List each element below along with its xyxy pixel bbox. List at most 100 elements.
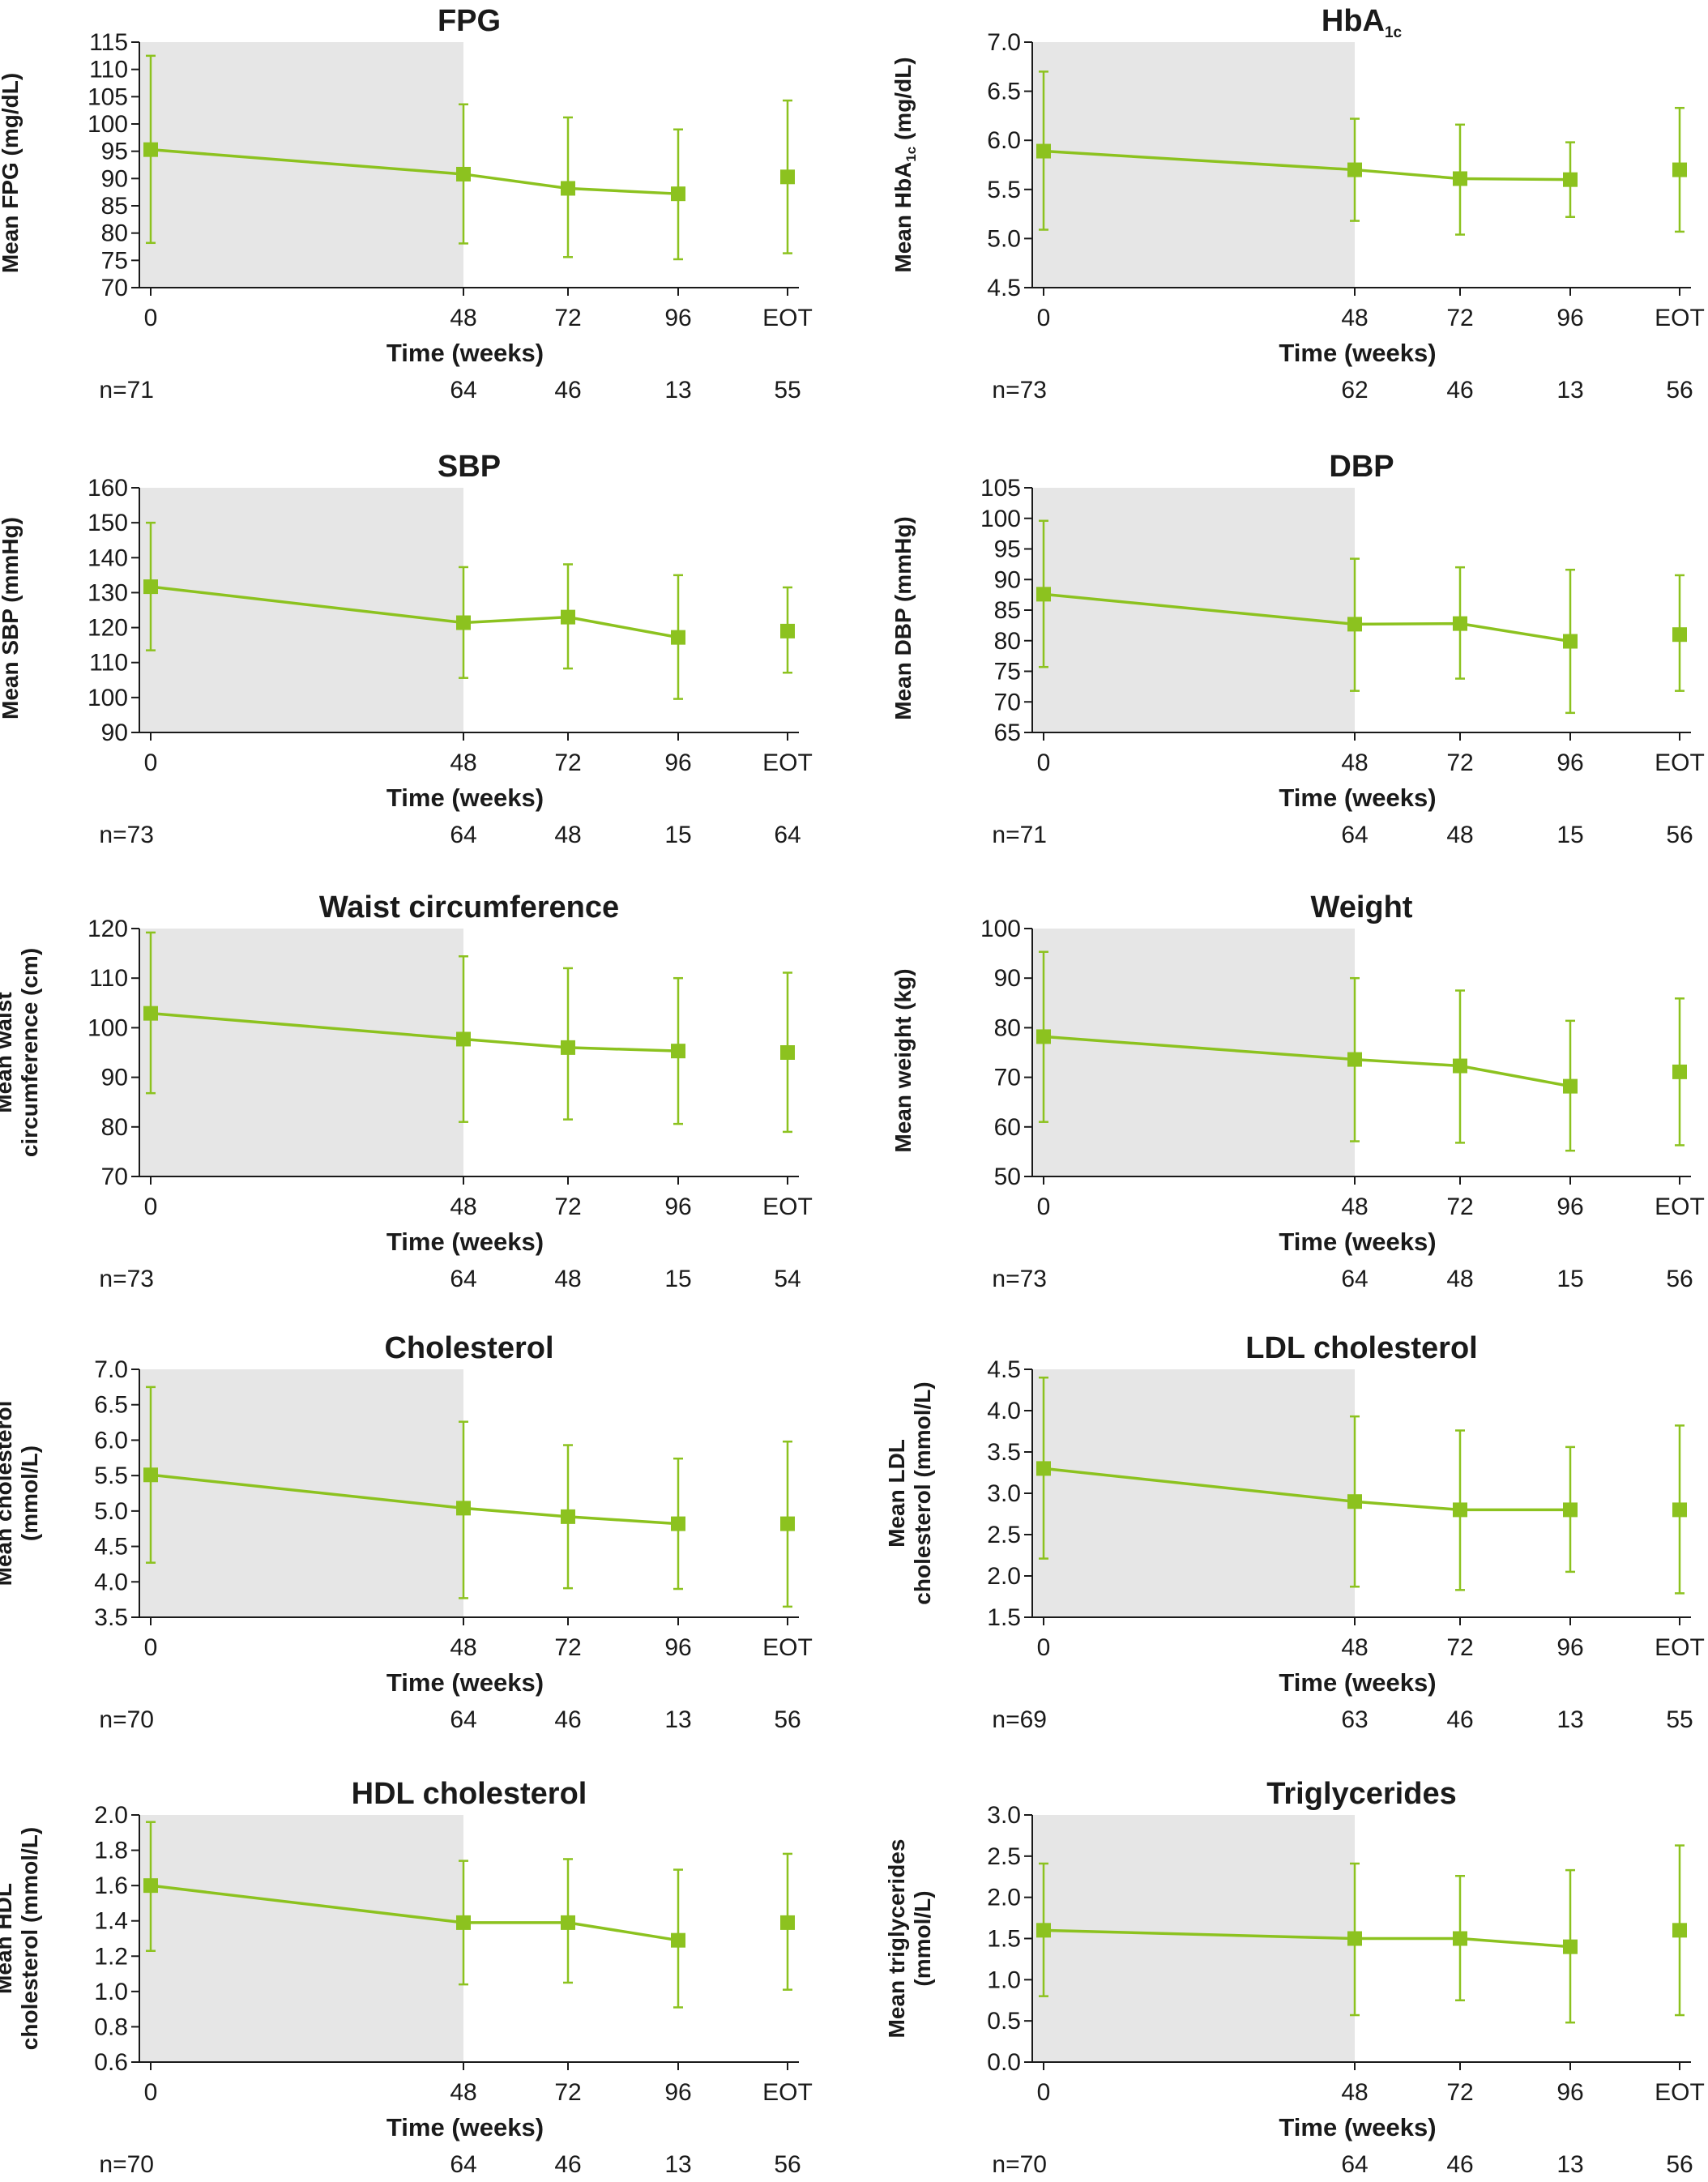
data-point — [671, 1044, 685, 1059]
sample-size-label: 62 — [1341, 377, 1368, 404]
series-line — [150, 1011, 679, 1053]
data-point — [561, 1509, 575, 1524]
x-axis-label: Time (weeks) — [1279, 784, 1436, 812]
y-tick-label: 120 — [88, 615, 128, 642]
x-tick-label: EOT — [1655, 305, 1705, 331]
x-tick-label: 96 — [1556, 305, 1583, 331]
x-tick-label: 0 — [144, 2079, 158, 2106]
y-tick-label: 0.8 — [94, 2013, 128, 2040]
shaded-period — [140, 42, 463, 288]
y-tick-label: 2.5 — [987, 1843, 1021, 1870]
sample-size-label: 48 — [1446, 822, 1473, 848]
sample-size-label: 56 — [1666, 822, 1693, 848]
sample-size-label: 64 — [1341, 2151, 1368, 2178]
x-tick-label: EOT — [762, 749, 813, 776]
data-point — [780, 1915, 795, 1930]
sample-size-label: 56 — [1666, 1266, 1693, 1292]
series-line — [1043, 592, 1571, 643]
shaded-period — [1033, 488, 1355, 732]
x-tick-label: 0 — [1037, 2079, 1051, 2106]
sample-size-label: 64 — [774, 822, 801, 848]
y-tick-label: 6.5 — [94, 1392, 128, 1419]
sample-size-label: 64 — [450, 1706, 476, 1733]
data-point — [1672, 162, 1687, 177]
chart-title: Cholesterol — [384, 1331, 553, 1365]
x-tick-label: 48 — [1341, 2079, 1368, 2106]
data-point — [1563, 1078, 1578, 1094]
x-axis-label: Time (weeks) — [1279, 1228, 1436, 1256]
sample-size-label: 15 — [664, 822, 691, 848]
y-axis-label: Mean HbA1c (mg/dL) — [890, 57, 919, 272]
x-axis-label: Time (weeks) — [1279, 2113, 1436, 2141]
y-tick-label: 2.5 — [987, 1522, 1021, 1548]
x-tick-label: EOT — [762, 1634, 813, 1661]
chart-panel: LDL cholesterol 1.5 2.0 2.5 3.0 3.5 4.0 4.5 0 n=6… — [884, 1331, 1705, 1733]
data-point — [1347, 1052, 1362, 1067]
y-tick-label: 100 — [88, 685, 128, 711]
y-tick-label: 1.5 — [987, 1926, 1021, 1953]
sample-size-label: 13 — [1556, 377, 1583, 404]
sample-size-label: n=71 — [99, 377, 154, 404]
x-tick-label: 72 — [1446, 749, 1473, 776]
series-line — [1043, 1035, 1571, 1088]
data-point — [1453, 1058, 1467, 1074]
x-axis-label: Time (weeks) — [386, 1228, 544, 1256]
data-point — [456, 1501, 471, 1516]
sample-size-label: 54 — [774, 1266, 801, 1292]
x-tick-label: 0 — [1037, 749, 1051, 776]
series-line — [150, 585, 679, 639]
y-axis-label: Mean HDLcholesterol (mmol/L) — [0, 1827, 42, 2050]
chart-panel: DBP 65 70 75 80 85 90 95 100 105 0 n=71 48 64 72 48 96 15… — [890, 450, 1705, 848]
y-tick-label: 6.0 — [94, 1427, 128, 1454]
y-tick-label: 90 — [994, 965, 1021, 992]
y-tick-label: 90 — [994, 566, 1021, 593]
sample-size-label: 48 — [1446, 1266, 1473, 1292]
data-point — [1036, 143, 1051, 159]
y-tick-label: 4.5 — [987, 275, 1021, 301]
sample-size-label: 64 — [450, 1266, 476, 1292]
sample-size-label: 46 — [1446, 2151, 1473, 2178]
y-tick-label: 140 — [88, 544, 128, 571]
data-point — [671, 186, 685, 202]
y-tick-label: 5.5 — [987, 177, 1021, 203]
data-point — [456, 166, 471, 181]
y-tick-label: 3.0 — [987, 1802, 1021, 1829]
x-tick-label: 72 — [1446, 1634, 1473, 1661]
y-axis-label: Mean FPG (mg/dL) — [0, 73, 23, 273]
y-tick-label: 70 — [101, 275, 128, 301]
data-point — [561, 1915, 575, 1930]
chart-title: Triglycerides — [1266, 1777, 1456, 1811]
x-tick-label: 72 — [554, 749, 581, 776]
sample-size-label: 64 — [450, 822, 476, 848]
x-tick-label: 0 — [1037, 1193, 1051, 1220]
x-tick-label: 48 — [450, 749, 476, 776]
x-tick-label: 72 — [554, 2079, 581, 2106]
y-tick-label: 110 — [89, 965, 128, 992]
data-point — [1036, 1029, 1051, 1044]
x-tick-label: 72 — [1446, 1193, 1473, 1220]
x-tick-label: 0 — [144, 1634, 158, 1661]
y-tick-label: 110 — [89, 650, 128, 677]
y-tick-label: 3.5 — [987, 1439, 1021, 1466]
y-tick-label: 80 — [994, 628, 1021, 655]
sample-size-label: 55 — [774, 377, 801, 404]
y-tick-label: 4.5 — [987, 1356, 1021, 1383]
series-line — [150, 1884, 679, 1942]
y-tick-label: 3.5 — [94, 1604, 128, 1631]
sample-size-label: n=71 — [992, 822, 1047, 848]
y-tick-label: 75 — [994, 659, 1021, 685]
y-tick-label: 3.0 — [987, 1480, 1021, 1507]
sample-size-label: n=70 — [99, 1706, 154, 1733]
y-tick-label: 2.0 — [94, 1802, 128, 1829]
data-point — [1347, 162, 1362, 177]
y-tick-label: 150 — [88, 510, 128, 536]
chart-panel: Triglycerides 0.0 0.5 1.0 1.5 2.0 2.5 3.0 0 n=70 4… — [884, 1777, 1705, 2178]
y-tick-label: 1.5 — [987, 1604, 1021, 1631]
x-tick-label: 48 — [450, 305, 476, 331]
y-axis-label: Mean LDLcholesterol (mmol/L) — [884, 1381, 935, 1604]
y-tick-label: 95 — [101, 139, 128, 165]
sample-size-label: 55 — [1666, 1706, 1693, 1733]
data-point — [456, 1915, 471, 1930]
x-tick-label: 96 — [1556, 1634, 1583, 1661]
data-point — [671, 630, 685, 645]
